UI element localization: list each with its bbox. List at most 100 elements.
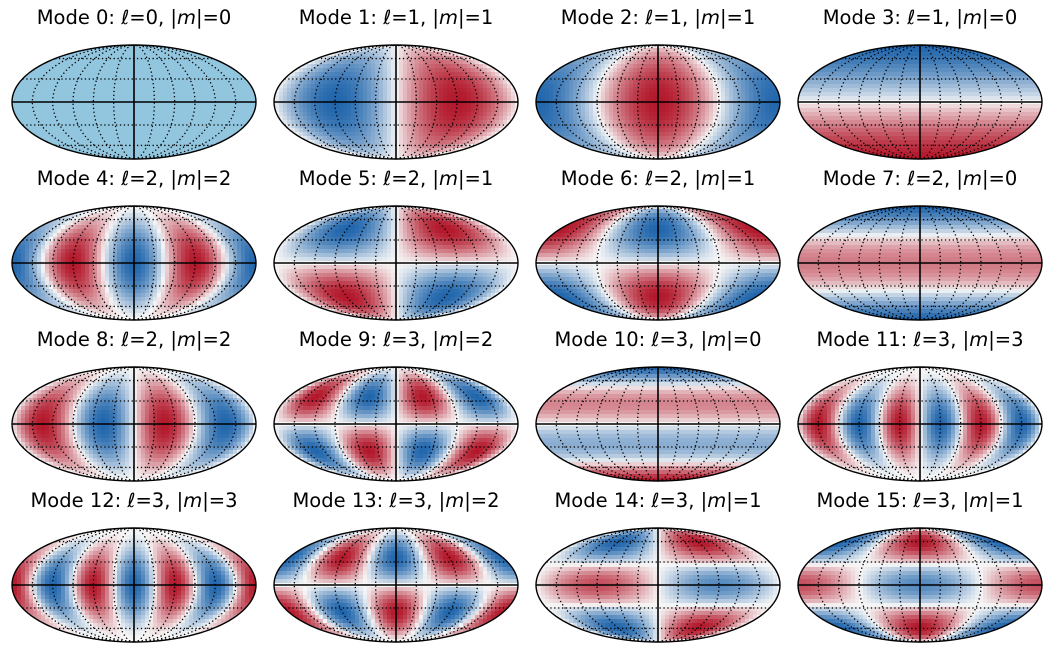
title-prefix: Mode 6: [561,167,646,190]
title-prefix: Mode 13: [292,489,389,512]
title-l-text: =1, | [391,6,439,29]
m-symbol: m [439,167,458,190]
mode-panel: Mode 6: ℓ=2, |m|=1 [527,161,789,322]
title-prefix: Mode 2: [561,6,646,29]
panel-title: Mode 12: ℓ=3, |m|=3 [3,489,265,512]
title-l-text: =3, | [135,489,183,512]
panel-title: Mode 10: ℓ=3, |m|=0 [527,328,789,351]
mode-panel: Mode 0: ℓ=0, |m|=0 [3,0,265,161]
title-prefix: Mode 1: [299,6,384,29]
mollweide-map [9,40,259,164]
mode-panel: Mode 12: ℓ=3, |m|=3 [3,483,265,644]
panel-title: Mode 5: ℓ=2, |m|=1 [265,167,527,190]
title-prefix: Mode 0: [37,6,122,29]
mollweide-map [795,523,1045,647]
panel-title: Mode 2: ℓ=1, |m|=1 [527,6,789,29]
title-m-text: |=1 [720,6,755,29]
title-m-text: |=2 [464,489,499,512]
panel-title: Mode 3: ℓ=1, |m|=0 [789,6,1050,29]
title-prefix: Mode 4: [37,167,122,190]
m-symbol: m [963,6,982,29]
mode-panel: Mode 13: ℓ=3, |m|=2 [265,483,527,644]
m-symbol: m [177,328,196,351]
panel-title: Mode 13: ℓ=3, |m|=2 [265,489,527,512]
title-l-text: =3, | [397,489,445,512]
title-prefix: Mode 7: [823,167,908,190]
title-prefix: Mode 14: [554,489,651,512]
m-symbol: m [707,489,726,512]
mollweide-map [533,201,783,325]
mollweide-map [9,201,259,325]
title-prefix: Mode 9: [299,328,384,351]
mode-panel: Mode 5: ℓ=2, |m|=1 [265,161,527,322]
title-m-text: |=3 [202,489,237,512]
title-prefix: Mode 12: [30,489,127,512]
mollweide-map [271,40,521,164]
panel-title: Mode 1: ℓ=1, |m|=1 [265,6,527,29]
mollweide-map [9,362,259,486]
m-symbol: m [445,489,464,512]
mollweide-map [533,362,783,486]
m-symbol: m [701,167,720,190]
mollweide-map [533,523,783,647]
mode-panel: Mode 1: ℓ=1, |m|=1 [265,0,527,161]
m-symbol: m [439,6,458,29]
title-l-text: =2, | [915,167,963,190]
mollweide-map [795,40,1045,164]
panel-title: Mode 4: ℓ=2, |m|=2 [3,167,265,190]
mode-panel: Mode 4: ℓ=2, |m|=2 [3,161,265,322]
title-l-text: =3, | [921,328,969,351]
panel-title: Mode 14: ℓ=3, |m|=1 [527,489,789,512]
title-prefix: Mode 11: [816,328,913,351]
title-m-text: |=2 [196,328,231,351]
title-prefix: Mode 10: [554,328,651,351]
title-m-text: |=2 [458,328,493,351]
panel-title: Mode 15: ℓ=3, |m|=1 [789,489,1050,512]
m-symbol: m [177,6,196,29]
title-l-text: =3, | [921,489,969,512]
m-symbol: m [969,328,988,351]
title-m-text: |=0 [982,6,1017,29]
title-l-text: =1, | [915,6,963,29]
mollweide-map [795,362,1045,486]
title-m-text: |=1 [720,167,755,190]
mode-panel: Mode 15: ℓ=3, |m|=1 [789,483,1050,644]
m-symbol: m [963,167,982,190]
panel-title: Mode 0: ℓ=0, |m|=0 [3,6,265,29]
mode-panel: Mode 14: ℓ=3, |m|=1 [527,483,789,644]
title-m-text: |=1 [726,489,761,512]
mollweide-map [271,362,521,486]
m-symbol: m [439,328,458,351]
mollweide-map [9,523,259,647]
title-l-text: =3, | [659,328,707,351]
panel-title: Mode 7: ℓ=2, |m|=0 [789,167,1050,190]
title-m-text: |=1 [458,6,493,29]
mode-panel: Mode 9: ℓ=3, |m|=2 [265,322,527,483]
title-l-text: =2, | [653,167,701,190]
mode-panel: Mode 11: ℓ=3, |m|=3 [789,322,1050,483]
m-symbol: m [707,328,726,351]
title-l-text: =3, | [659,489,707,512]
title-m-text: |=1 [458,167,493,190]
title-l-text: =2, | [129,167,177,190]
m-symbol: m [177,167,196,190]
title-l-text: =1, | [653,6,701,29]
mode-panel: Mode 10: ℓ=3, |m|=0 [527,322,789,483]
mollweide-map [271,201,521,325]
title-m-text: |=0 [196,6,231,29]
title-m-text: |=0 [982,167,1017,190]
mollweide-map [795,201,1045,325]
mode-panel: Mode 3: ℓ=1, |m|=0 [789,0,1050,161]
title-l-text: =2, | [129,328,177,351]
title-m-text: |=2 [196,167,231,190]
m-symbol: m [969,489,988,512]
title-prefix: Mode 15: [816,489,913,512]
mode-panel: Mode 7: ℓ=2, |m|=0 [789,161,1050,322]
mollweide-map [533,40,783,164]
mode-panel: Mode 8: ℓ=2, |m|=2 [3,322,265,483]
panel-title: Mode 11: ℓ=3, |m|=3 [789,328,1050,351]
m-symbol: m [183,489,202,512]
panel-title: Mode 9: ℓ=3, |m|=2 [265,328,527,351]
title-m-text: |=1 [988,489,1023,512]
